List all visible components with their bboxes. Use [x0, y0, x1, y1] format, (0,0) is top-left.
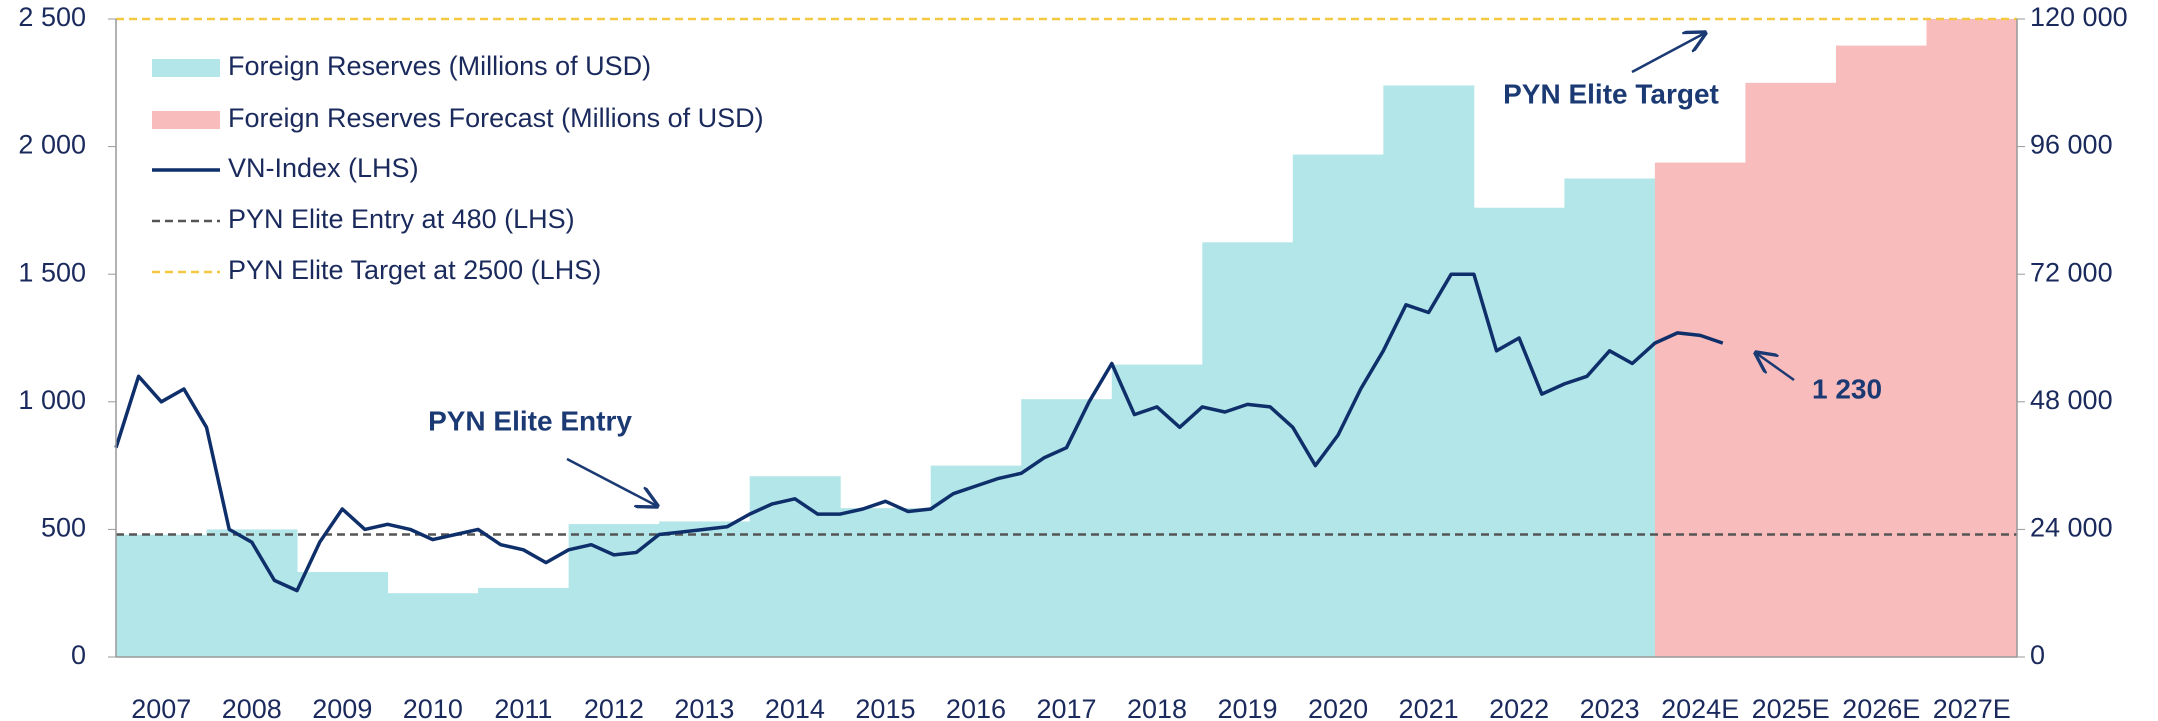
- arrow: [566, 457, 657, 506]
- x-tick-label: 2015: [855, 694, 915, 721]
- bar: [1926, 19, 2018, 657]
- legend-label: Foreign Reserves Forecast (Millions of U…: [228, 103, 764, 133]
- bar: [297, 571, 389, 657]
- x-tick-label: 2023: [1580, 694, 1640, 721]
- bar: [1111, 364, 1203, 657]
- legend-label: PYN Elite Entry at 480 (LHS): [228, 204, 575, 234]
- bar: [1654, 162, 1746, 658]
- x-tick-label: 2027E: [1933, 694, 2011, 721]
- arrow: [1756, 353, 1795, 382]
- bar: [749, 476, 841, 657]
- x-tick-label: 2018: [1127, 694, 1187, 721]
- x-tick-label: 2017: [1036, 694, 1096, 721]
- bar: [1835, 45, 1927, 658]
- legend-swatch: [152, 111, 220, 129]
- bar: [1292, 154, 1384, 657]
- y-tick-label: 1 500: [18, 257, 86, 287]
- legend-label: VN-Index (LHS): [228, 153, 419, 183]
- bar: [478, 587, 570, 657]
- bar: [1564, 178, 1656, 657]
- annotation: PYN Elite Entry: [428, 405, 632, 436]
- y2-tick-label: 48 000: [2030, 385, 2113, 415]
- line: [114, 272, 1724, 593]
- y2-tick-label: 72 000: [2030, 257, 2113, 287]
- bar: [1383, 85, 1475, 658]
- y-tick-label: 0: [71, 640, 86, 670]
- annotation: 1 230: [1812, 373, 1882, 404]
- x-tick-label: 2020: [1308, 694, 1368, 721]
- x-tick-label: 2019: [1218, 694, 1278, 721]
- y-tick-label: 500: [41, 513, 86, 543]
- bar: [1473, 207, 1565, 657]
- y2-tick-label: 24 000: [2030, 513, 2113, 543]
- bar: [659, 521, 751, 657]
- bar: [387, 593, 479, 657]
- y2-tick-label: 0: [2030, 640, 2045, 670]
- x-tick-label: 2024E: [1661, 694, 1739, 721]
- bar: [206, 529, 298, 657]
- bar: [116, 534, 208, 657]
- legend-label: PYN Elite Target at 2500 (LHS): [228, 255, 601, 285]
- x-tick-label: 2014: [765, 694, 825, 721]
- x-tick-label: 2025E: [1752, 694, 1830, 721]
- bar: [840, 508, 932, 657]
- bar: [1745, 82, 1837, 658]
- annotation: PYN Elite Target: [1503, 78, 1719, 109]
- x-tick-label: 2010: [403, 694, 463, 721]
- x-tick-label: 2021: [1399, 694, 1459, 721]
- legend-label: Foreign Reserves (Millions of USD): [228, 51, 651, 81]
- y-tick-label: 2 000: [18, 130, 86, 160]
- bar: [1202, 242, 1294, 658]
- y2-tick-label: 120 000: [2030, 2, 2128, 32]
- x-tick-label: 2016: [946, 694, 1006, 721]
- x-tick-label: 2012: [584, 694, 644, 721]
- x-tick-label: 2026E: [1842, 694, 1920, 721]
- x-tick-label: 2022: [1489, 694, 1549, 721]
- arrow: [1631, 33, 1705, 74]
- plot: [114, 17, 2018, 658]
- y-tick-label: 1 000: [18, 385, 86, 415]
- bar: [930, 465, 1022, 657]
- x-tick-label: 2007: [131, 694, 191, 721]
- legend-swatch: [152, 59, 220, 77]
- x-tick-label: 2008: [222, 694, 282, 721]
- y2-tick-label: 96 000: [2030, 130, 2113, 160]
- x-tick-label: 2013: [674, 694, 734, 721]
- y-tick-label: 2 500: [18, 2, 86, 32]
- x-tick-label: 2009: [312, 694, 372, 721]
- x-tick-label: 2011: [494, 694, 552, 721]
- bar: [1021, 399, 1113, 657]
